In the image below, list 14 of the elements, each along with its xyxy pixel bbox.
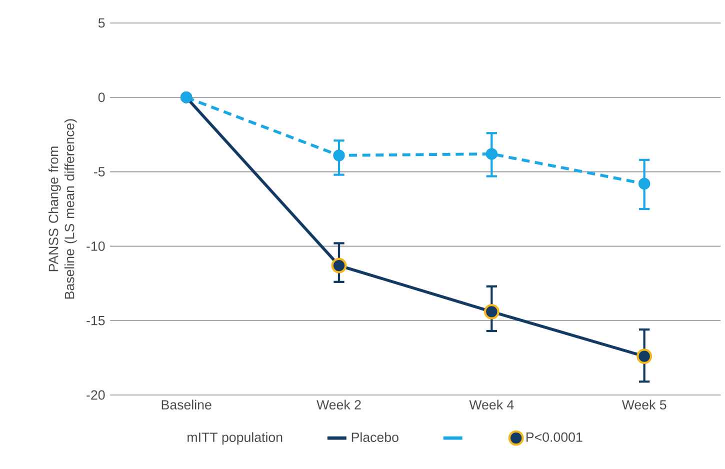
y-tick-label: -5: [94, 167, 105, 176]
y-tick-label: -10: [86, 241, 105, 251]
x-tick-label: Baseline: [162, 400, 212, 410]
y-axis-title: PANSS Change from Baseline (LS mean difference): [48, 119, 77, 299]
y-tick-label: 5: [98, 18, 105, 28]
x-tick-label: Week 4: [469, 400, 514, 410]
x-tick-label: Week 5: [622, 400, 666, 410]
legend-title: mITT population: [188, 432, 282, 445]
legend-label: Placebo: [352, 432, 398, 442]
y-tick-label: -15: [86, 316, 105, 326]
y-tick-label: -20: [86, 390, 105, 400]
legend-label: P<0.0001: [526, 432, 582, 442]
x-tick-label: Week 2: [316, 400, 361, 410]
y-tick-label: 0: [98, 92, 105, 102]
